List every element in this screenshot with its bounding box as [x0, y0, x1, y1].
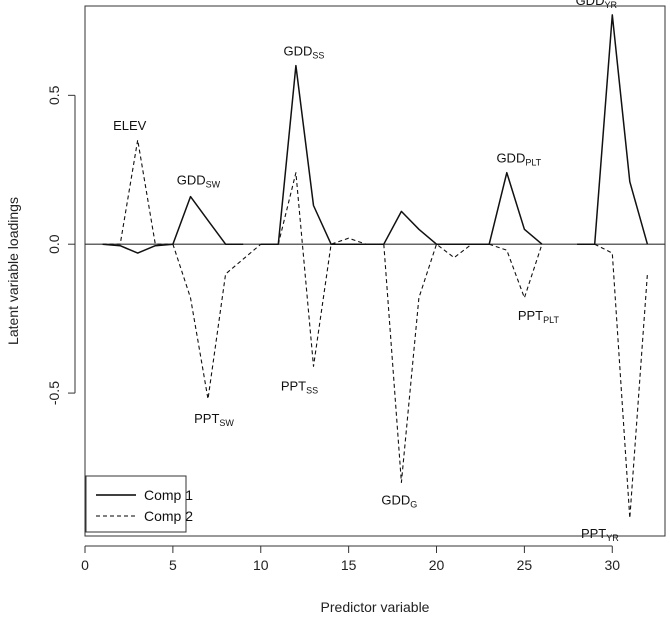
legend-box: [85, 475, 187, 533]
series-line-comp-1-seg-5: [488, 171, 543, 245]
x-axis: 0 5 10 15 20 25 30: [81, 545, 620, 573]
y-axis-label: Latent variable loadings: [5, 197, 21, 345]
series-line-comp-2-seg-1: [102, 139, 173, 245]
annotation-gdd-g: GDDG: [381, 492, 417, 509]
annotation-ppt-sw: PPTSW: [194, 411, 234, 428]
series-layer: [85, 14, 665, 519]
x-tick-label-30: 30: [604, 557, 620, 573]
legend-label-comp-2: Comp 2: [144, 508, 193, 524]
legend: Comp 1 Comp 2: [85, 475, 193, 533]
series-line-comp-2-seg-2: [172, 243, 262, 400]
x-tick-label-10: 10: [253, 557, 269, 573]
x-tick-label-25: 25: [517, 557, 533, 573]
annotation-layer: ELEV GDDSW PPTSW GDDSS PPTSS GDDG GDDPLT PPTPLT…: [113, 0, 619, 543]
x-axis-label: Predictor variable: [321, 599, 430, 615]
annotation-gdd-yr: GDDYR: [576, 0, 618, 10]
x-tick-label-0: 0: [81, 557, 89, 573]
y-tick-label-2: -0.5: [46, 381, 62, 405]
y-tick-label-1: 0.0: [46, 234, 62, 254]
y-axis: 0.5 0.0 -0.5: [46, 85, 76, 405]
annotation-gdd-ss: GDDSS: [283, 44, 324, 61]
series-line-comp-2-seg-3: [277, 172, 384, 367]
series-line-comp-1-seg-2: [172, 195, 244, 245]
series-line-comp-2-seg-4: [383, 243, 490, 483]
series-line-comp-1-seg-3: [260, 64, 384, 245]
annotation-ppt-yr: PPTYR: [581, 526, 619, 543]
y-tick-label-0: 0.5: [46, 85, 62, 105]
legend-label-comp-1: Comp 1: [144, 487, 193, 503]
annotation-gdd-plt: GDDPLT: [496, 151, 541, 168]
series-line-comp-1-seg-1: [102, 243, 173, 254]
annotation-gdd-sw: GDDSW: [177, 173, 221, 190]
series-line-comp-1-seg-4: [383, 210, 490, 245]
x-tick-label-5: 5: [169, 557, 177, 573]
series-line-comp-1-seg-6: [577, 14, 649, 245]
annotation-ppt-plt: PPTPLT: [518, 308, 560, 325]
annotation-elev: ELEV: [113, 118, 147, 133]
series-line-comp-2-seg-6: [594, 243, 648, 519]
x-tick-label-20: 20: [429, 557, 445, 573]
series-line-comp-2-seg-5: [489, 243, 543, 299]
plot-frame: [84, 5, 666, 537]
annotation-ppt-ss: PPTSS: [281, 378, 318, 395]
x-tick-label-15: 15: [341, 557, 357, 573]
